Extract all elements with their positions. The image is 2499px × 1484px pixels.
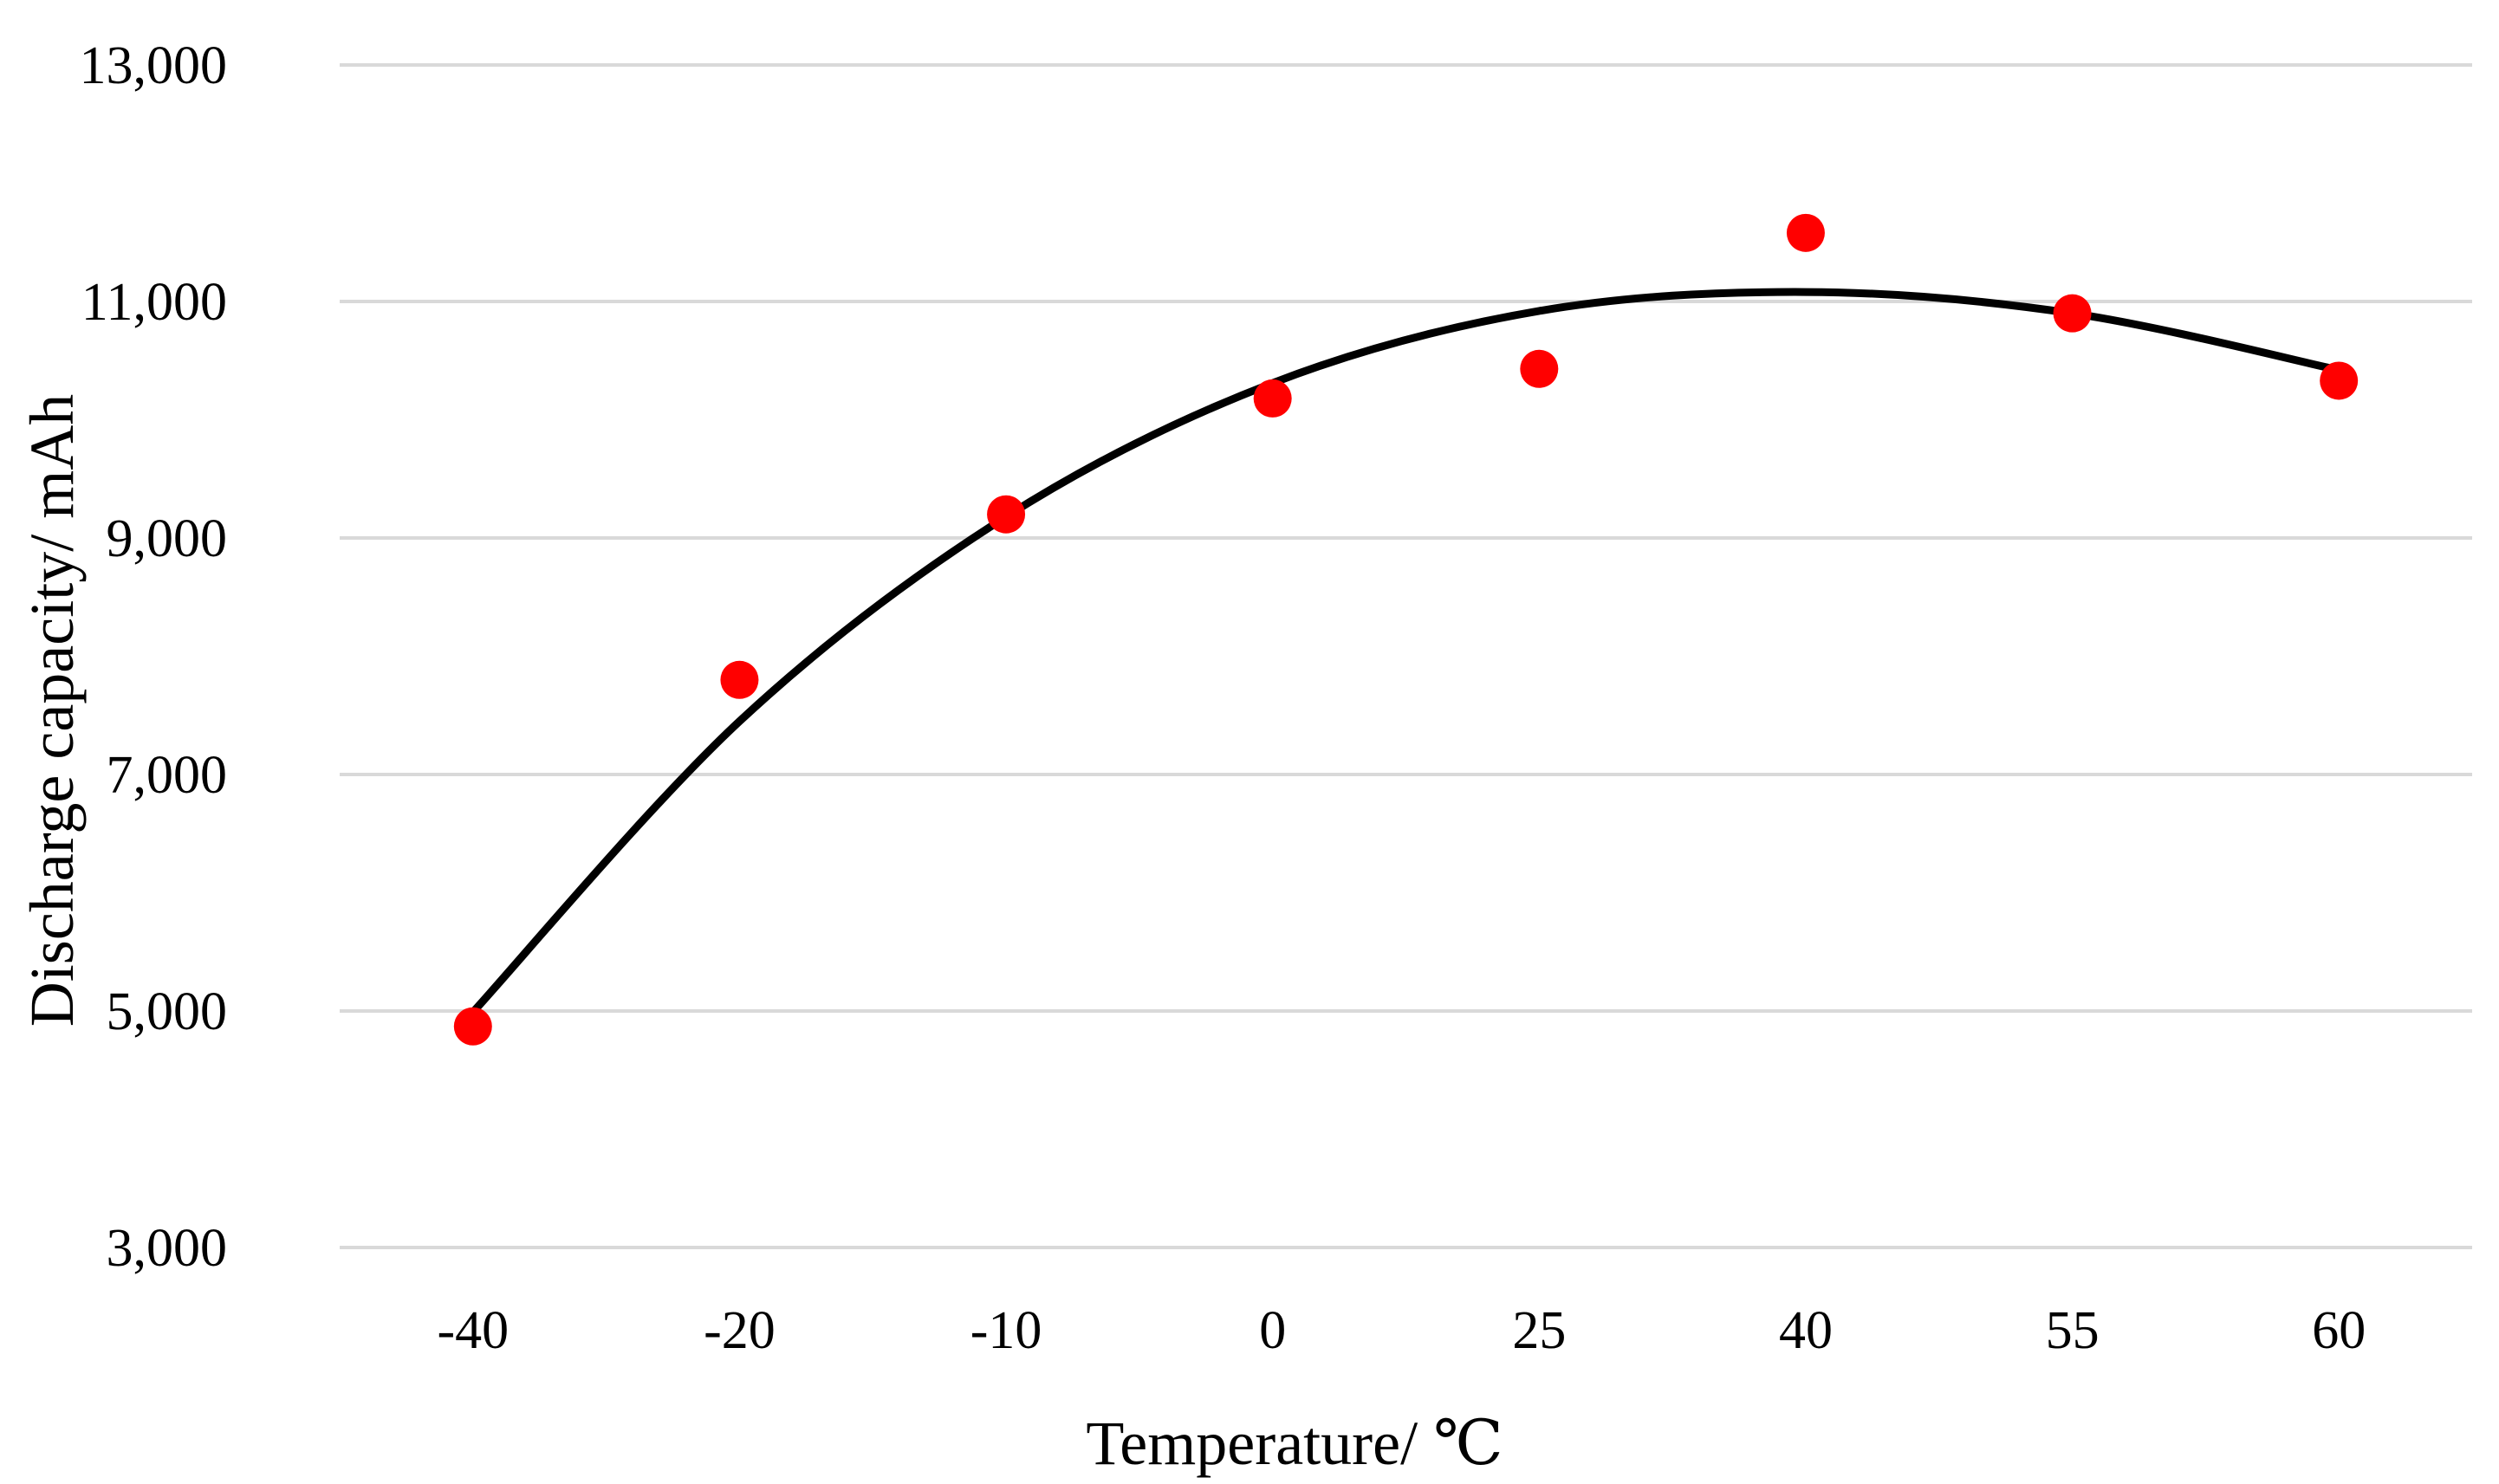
x-axis-title: Temperature/ ℃: [1086, 1409, 1503, 1478]
y-tick-label: 3,000: [107, 1219, 228, 1278]
x-tick-labels: -40 -20 -10 0 25 40 55 60: [437, 1301, 2366, 1360]
data-point: [1520, 349, 1559, 388]
x-tick-label: 40: [1779, 1301, 1833, 1360]
x-tick-label: 25: [1512, 1301, 1566, 1360]
trendline: [469, 288, 2343, 1016]
data-points: [453, 213, 2359, 1046]
y-tick-label: 11,000: [81, 273, 227, 332]
y-tick-label: 13,000: [80, 36, 228, 95]
x-tick-label: 60: [2312, 1301, 2366, 1360]
y-tick-label: 9,000: [107, 509, 228, 568]
y-tick-label: 7,000: [107, 746, 228, 805]
data-point: [720, 660, 759, 699]
y-tick-labels: 3,000 5,000 7,000 9,000 11,000 13,000: [80, 36, 228, 1278]
gridlines: [340, 63, 2472, 1249]
data-point: [1786, 213, 1825, 252]
data-point: [987, 495, 1026, 534]
x-tick-label: -10: [970, 1301, 1042, 1360]
x-tick-label: -20: [704, 1301, 776, 1360]
data-point: [2053, 294, 2092, 333]
trendline-layer: [469, 288, 2343, 1016]
data-point: [1253, 379, 1292, 418]
y-axis-title: Discharge capacity/ mAh: [17, 394, 87, 1027]
data-point: [453, 1007, 492, 1046]
x-tick-label: -40: [437, 1301, 509, 1360]
x-tick-label: 55: [2046, 1301, 2100, 1360]
x-tick-label: 0: [1259, 1301, 1286, 1360]
data-point: [2320, 361, 2359, 400]
y-tick-label: 5,000: [107, 982, 228, 1041]
